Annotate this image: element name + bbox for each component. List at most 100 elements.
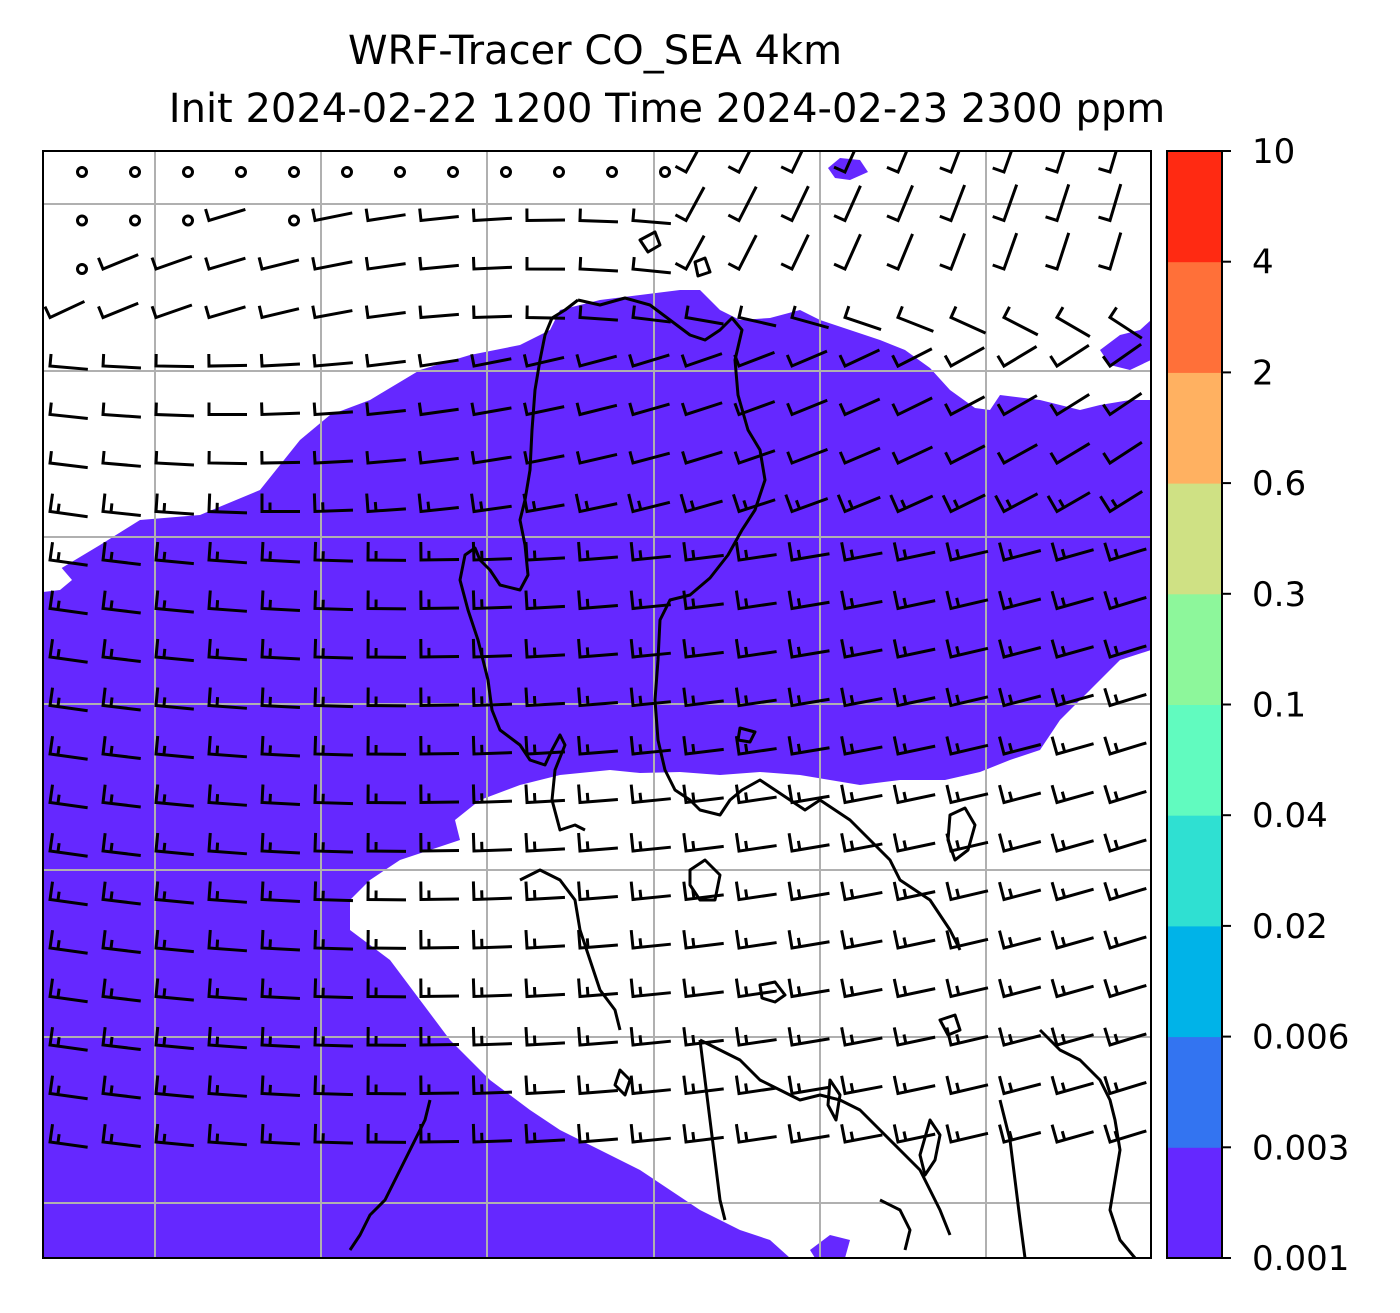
wind-barb xyxy=(364,256,406,271)
wind-barb xyxy=(945,687,989,708)
wind-barb xyxy=(734,784,777,805)
wind-barb xyxy=(840,1075,883,1096)
colorbar-tick-label: 0.3 xyxy=(1252,575,1306,615)
wind-barb xyxy=(681,450,723,465)
coastline-peninsula xyxy=(458,298,586,832)
wind-barb xyxy=(48,687,88,713)
wind-barb xyxy=(945,833,989,853)
wind-barb xyxy=(101,735,141,760)
wind-barb xyxy=(525,305,566,320)
wind-barb xyxy=(524,784,566,805)
wind-barb xyxy=(101,784,141,809)
wind-barb xyxy=(419,784,460,805)
wind-barb xyxy=(787,1075,830,1096)
wind-barb xyxy=(680,401,723,417)
wind-barb xyxy=(843,305,882,331)
colorbar-frame xyxy=(1166,150,1223,1259)
wind-barb xyxy=(575,402,618,417)
wind-barb xyxy=(734,1026,777,1047)
wind-barb xyxy=(998,1027,1042,1047)
wind-barb xyxy=(737,305,777,328)
wind-barb xyxy=(154,784,194,808)
colorbar: 0.001 0.003 0.006 0.02 0.04 0.1 0.3 0.6 2 4 10 xyxy=(1167,132,1349,1279)
wind-barb xyxy=(48,784,88,810)
wind-barb xyxy=(577,784,619,805)
wind-barb xyxy=(366,1027,407,1047)
wind-barb xyxy=(207,735,248,759)
wind-barb xyxy=(674,151,700,175)
wind-barb xyxy=(311,256,353,271)
island-3 xyxy=(736,726,757,744)
wind-barb xyxy=(1098,151,1118,174)
coastline-gulf xyxy=(688,858,722,902)
wind-barb xyxy=(470,493,512,514)
wind-calm-circle xyxy=(394,166,406,178)
wind-barb xyxy=(366,590,407,611)
tracer-field-patch-ne xyxy=(1100,320,1151,370)
wind-barb xyxy=(836,494,881,514)
wind-barb xyxy=(260,1123,301,1146)
wind-barb xyxy=(366,1075,407,1096)
wind-barb xyxy=(998,881,1042,902)
wind-barb xyxy=(886,184,914,223)
wind-barb xyxy=(207,929,248,953)
island-2 xyxy=(693,256,712,278)
wind-barb xyxy=(734,881,777,902)
wind-barb xyxy=(734,1123,777,1144)
wind-barb xyxy=(366,978,407,999)
wind-barb xyxy=(629,978,671,999)
wind-barb xyxy=(471,735,513,756)
wind-barb xyxy=(674,234,706,272)
wind-barb xyxy=(260,881,301,903)
wind-barb xyxy=(945,978,989,999)
tracer-field-hole xyxy=(43,566,72,592)
wind-barb xyxy=(260,978,301,1000)
wind-barb xyxy=(259,353,301,368)
wind-barb xyxy=(629,1123,671,1144)
wind-barb xyxy=(154,881,194,905)
wind-barb xyxy=(207,687,248,710)
wind-barb xyxy=(97,253,139,272)
wind-barb xyxy=(154,353,195,369)
colorbar-segment xyxy=(1167,1147,1222,1259)
wind-barb xyxy=(524,590,566,611)
wind-barb xyxy=(471,590,513,611)
wind-barb xyxy=(313,590,354,612)
wind-barb xyxy=(886,151,909,174)
colorbar-tick-label: 2 xyxy=(1252,353,1274,393)
wind-barb xyxy=(1103,1027,1147,1047)
wind-barb xyxy=(682,735,724,756)
wind-barb xyxy=(97,301,139,320)
wind-barb xyxy=(733,350,776,368)
wind-barb xyxy=(945,542,989,562)
wind-barb xyxy=(524,978,566,999)
wind-barb xyxy=(1050,1027,1094,1047)
wind-barb xyxy=(207,784,248,807)
wind-barb xyxy=(417,353,459,368)
wind-barb xyxy=(1050,736,1094,756)
wind-barb xyxy=(892,736,936,756)
wind-barb xyxy=(418,305,459,320)
colorbar-segment xyxy=(1167,483,1222,595)
wind-barb xyxy=(891,396,933,417)
wind-barb xyxy=(787,1026,830,1047)
wind-calm-circle xyxy=(182,166,194,178)
wind-barb xyxy=(682,638,724,659)
wind-barb xyxy=(787,978,830,999)
wind-barb xyxy=(1103,833,1147,853)
wind-barb xyxy=(313,784,354,806)
wind-barb xyxy=(1103,881,1147,902)
wind-barb xyxy=(998,833,1042,853)
wind-barb xyxy=(101,402,142,419)
wind-barb xyxy=(734,929,777,950)
wind-barb xyxy=(892,590,936,611)
wind-barb xyxy=(524,881,566,902)
wind-barb xyxy=(207,832,248,856)
colorbar-tick-label: 0.04 xyxy=(1252,796,1328,836)
wind-barb xyxy=(523,402,565,417)
wind-barb xyxy=(838,397,881,417)
wind-barb xyxy=(838,446,881,465)
wind-barb xyxy=(313,1026,354,1048)
wind-barb xyxy=(945,1027,989,1047)
wind-barb xyxy=(998,1124,1042,1144)
